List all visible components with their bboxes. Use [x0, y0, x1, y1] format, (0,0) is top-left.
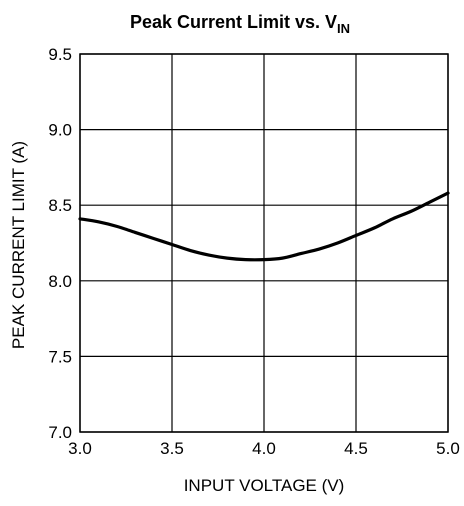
tick-label-layer: 3.0 3.5 4.0 4.5 5.0 7.0 7.5 8.0 8.5 9.0 9.5 — [48, 45, 459, 458]
x-axis-label: INPUT VOLTAGE (V) — [184, 476, 345, 495]
x-tick-label: 5.0 — [436, 439, 460, 458]
y-axis-label: PEAK CURRENT LIMIT (A) — [9, 141, 28, 349]
y-tick-label: 9.5 — [48, 45, 72, 64]
series-layer — [78, 191, 450, 262]
y-tick-label: 7.5 — [48, 347, 72, 366]
chart-title-main: Peak Current Limit vs. V — [130, 12, 337, 32]
chart-title-subscript: IN — [337, 21, 350, 36]
y-tick-label: 8.5 — [48, 196, 72, 215]
series-line — [78, 191, 450, 262]
chart-title: Peak Current Limit vs. VIN — [130, 12, 350, 36]
y-tick-label: 7.0 — [48, 423, 72, 442]
x-tick-label: 4.0 — [252, 439, 276, 458]
x-tick-label: 3.0 — [68, 439, 92, 458]
y-tick-label: 9.0 — [48, 121, 72, 140]
x-tick-label: 3.5 — [160, 439, 184, 458]
x-tick-label: 4.5 — [344, 439, 368, 458]
grid-layer — [79, 53, 449, 433]
plot-frame — [79, 53, 449, 433]
y-tick-label: 8.0 — [48, 272, 72, 291]
